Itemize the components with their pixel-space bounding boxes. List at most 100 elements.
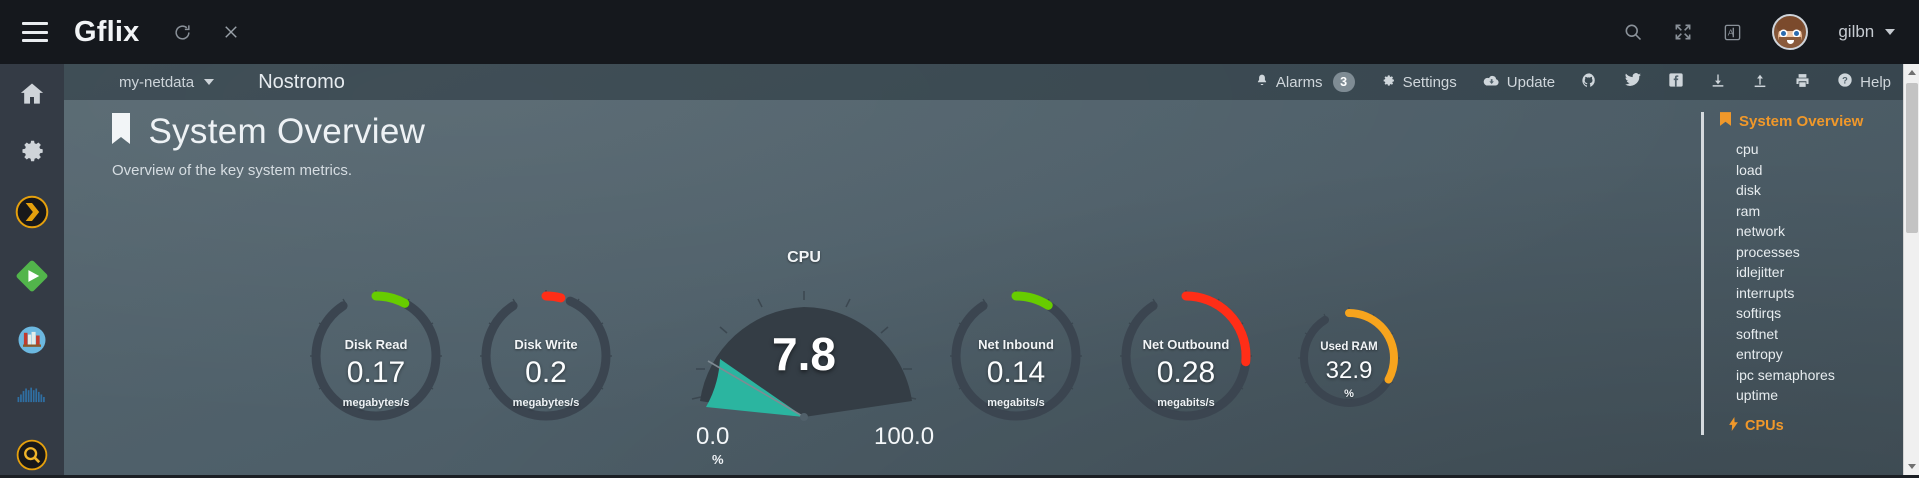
- emby-icon: [14, 258, 50, 299]
- gauge-min-value: 0.0: [696, 423, 730, 450]
- toc-section-cpus[interactable]: CPUs: [1720, 416, 1901, 435]
- hostname-title: Nostromo: [258, 70, 345, 93]
- triangle-up-icon: [1908, 70, 1916, 75]
- toc-item-ram[interactable]: ram: [1736, 202, 1761, 219]
- nav-twitter[interactable]: [1624, 72, 1642, 92]
- user-menu[interactable]: gilbn: [1838, 22, 1895, 42]
- toc-item-entropy[interactable]: entropy: [1736, 346, 1783, 362]
- topbar-right-group: A gilbn: [1623, 14, 1919, 50]
- bolt-icon: [1729, 416, 1738, 435]
- sidebar-item-plex[interactable]: [12, 194, 52, 234]
- gauge-disk-write[interactable]: Disk Write 0.2 megabytes/s: [474, 284, 618, 428]
- nav-settings-label: Settings: [1402, 73, 1457, 91]
- sidebar-item-library[interactable]: [12, 322, 52, 362]
- username-label: gilbn: [1838, 22, 1875, 41]
- toc-item-uptime[interactable]: uptime: [1736, 387, 1779, 403]
- twitter-icon: [1624, 72, 1642, 92]
- navbar-right-group: Alarms 3 Settings Update: [1255, 72, 1919, 93]
- sidebar-item-home[interactable]: [12, 80, 52, 113]
- gauge-disk-read[interactable]: Disk Read 0.17 megabytes/s: [304, 284, 448, 428]
- search-icon[interactable]: [1623, 22, 1643, 42]
- reload-icon[interactable]: [173, 23, 192, 42]
- translate-icon[interactable]: A: [1723, 23, 1742, 42]
- nav-alarms[interactable]: Alarms 3: [1255, 72, 1355, 92]
- close-icon[interactable]: [222, 23, 240, 41]
- nav-update-label: Update: [1506, 73, 1556, 91]
- toc-cpus-label: CPUs: [1745, 417, 1784, 434]
- facebook-icon: [1668, 72, 1684, 92]
- nav-help[interactable]: ? Help: [1837, 72, 1891, 92]
- library-icon: [14, 322, 50, 363]
- svg-text:?: ?: [1842, 75, 1848, 85]
- app-brand[interactable]: Gflix: [74, 15, 140, 48]
- toc-item-softirqs[interactable]: softirqs: [1736, 305, 1782, 321]
- host-label: my-netdata: [119, 73, 195, 91]
- toc-item-disk[interactable]: disk: [1736, 182, 1761, 198]
- toc-item-interrupts[interactable]: interrupts: [1736, 284, 1795, 301]
- sidebar-item-settings[interactable]: [12, 137, 52, 170]
- gauge-net-inbound[interactable]: Net Inbound 0.14 megabits/s: [944, 284, 1088, 428]
- expand-icon[interactable]: [1673, 22, 1693, 42]
- page-header: System Overview Overview of the key syst…: [110, 112, 425, 179]
- scroll-down-button[interactable]: [1904, 458, 1919, 475]
- gauge-label: Net Inbound: [978, 337, 1054, 352]
- chevron-down-icon: [1885, 29, 1895, 35]
- host-selector[interactable]: my-netdata: [119, 73, 215, 91]
- nav-facebook[interactable]: [1668, 72, 1684, 92]
- scrollbar-thumb[interactable]: [1906, 83, 1918, 233]
- sidebar-item-emby[interactable]: [12, 258, 52, 298]
- print-icon: [1794, 72, 1811, 93]
- toc-item-softnet[interactable]: softnet: [1736, 325, 1779, 342]
- gauge-max-value: 100.0: [874, 423, 935, 450]
- gauge-value: 0.2: [525, 356, 567, 389]
- nav-alarms-label: Alarms: [1275, 73, 1323, 91]
- gauges-row: Disk Read 0.17 megabytes/s Disk Write 0.…: [64, 290, 1684, 469]
- scroll-up-button[interactable]: [1904, 64, 1919, 81]
- soundwave-icon: [15, 386, 49, 413]
- sidebar-item-search[interactable]: [12, 437, 52, 477]
- nav-update[interactable]: Update: [1483, 73, 1555, 92]
- toc-item-idlejitter[interactable]: idlejitter: [1736, 264, 1785, 280]
- app-sidebar-rail: [0, 64, 64, 475]
- nav-print[interactable]: [1794, 72, 1811, 93]
- gauge-cpu[interactable]: CPU 7.8 0.0 % 100.0: [684, 249, 934, 467]
- gear-icon: [1381, 73, 1396, 92]
- toc-item-load[interactable]: load: [1736, 161, 1763, 178]
- page-subtitle: Overview of the key system metrics.: [112, 162, 353, 179]
- gauge-label: Disk Read: [344, 337, 408, 352]
- home-icon: [18, 80, 46, 113]
- gauge-net-outbound[interactable]: Net Outbound 0.28 megabits/s: [1114, 284, 1258, 428]
- nav-upload[interactable]: [1752, 72, 1768, 93]
- hamburger-icon[interactable]: [22, 22, 48, 42]
- avatar[interactable]: [1772, 14, 1809, 50]
- toc-item-network[interactable]: network: [1736, 223, 1786, 239]
- gauge-unit: %: [1344, 388, 1354, 400]
- gauge-value: 32.9: [1325, 357, 1373, 384]
- nav-help-label: Help: [1860, 73, 1891, 91]
- gauge-value: 0.14: [986, 356, 1046, 389]
- sidebar-item-audio[interactable]: [12, 386, 52, 413]
- avatar-hair: [1777, 17, 1804, 31]
- toc-title[interactable]: System Overview: [1720, 112, 1901, 131]
- gauge-unit: megabytes/s: [512, 397, 580, 409]
- gauge-used-ram[interactable]: Used RAM 32.9 %: [1294, 303, 1404, 413]
- toc-item-processes[interactable]: processes: [1736, 243, 1800, 260]
- netdata-dashboard: my-netdata Nostromo Alarms 3: [64, 64, 1919, 475]
- toc-list: cpu load disk ram network processes idle…: [1720, 139, 1901, 406]
- toc-title-label: System Overview: [1739, 113, 1864, 130]
- nav-settings[interactable]: Settings: [1381, 73, 1457, 92]
- plex-icon: [14, 194, 50, 235]
- gauge-unit: %: [712, 452, 724, 467]
- download-icon: [1710, 72, 1726, 93]
- dashboard-toc: System Overview cpu load disk ram networ…: [1701, 112, 1901, 435]
- nav-download[interactable]: [1710, 72, 1726, 93]
- triangle-down-icon: [1908, 464, 1916, 469]
- gauge-label: Used RAM: [1320, 341, 1378, 353]
- avatar-mouth: [1787, 40, 1795, 44]
- toc-item-ipc-semaphores[interactable]: ipc semaphores: [1736, 366, 1835, 383]
- bookmark-icon: [110, 113, 132, 152]
- toc-item-cpu[interactable]: cpu: [1736, 141, 1759, 157]
- nav-github[interactable]: [1581, 72, 1598, 93]
- browser-topbar: Gflix A: [0, 0, 1919, 64]
- vertical-scrollbar[interactable]: [1903, 64, 1919, 475]
